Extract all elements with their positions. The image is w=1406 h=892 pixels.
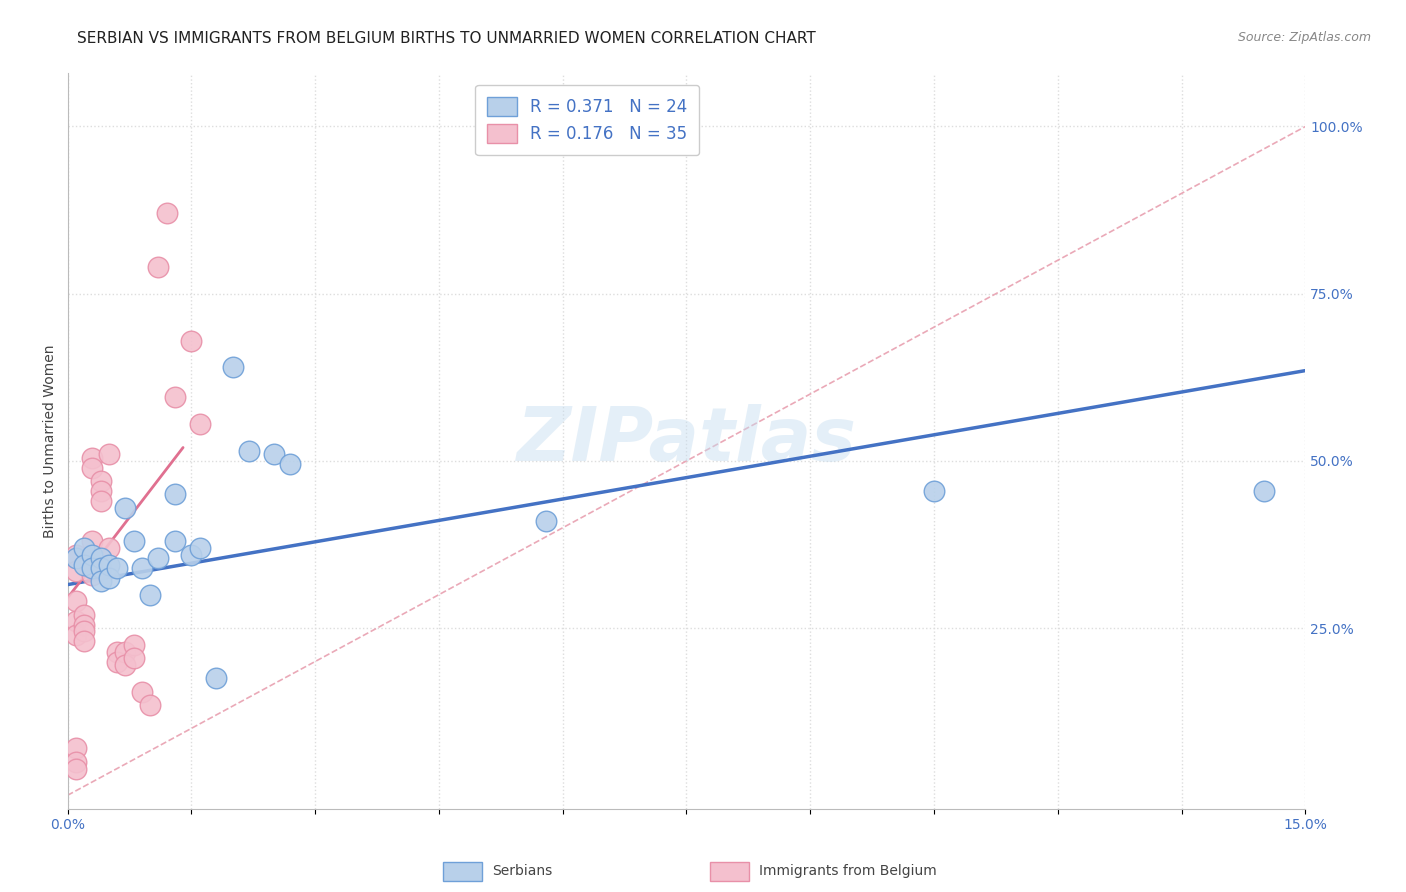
Point [148, 260, 170, 274]
Point [73, 558, 96, 572]
Point [90, 561, 112, 575]
Point [65, 564, 87, 578]
Point [188, 417, 211, 431]
Point [114, 657, 136, 672]
Point [82, 534, 104, 549]
Point [82, 450, 104, 465]
Point [97, 541, 120, 555]
Point [139, 698, 162, 712]
Point [90, 550, 112, 565]
Point [73, 617, 96, 632]
Point [1253, 483, 1275, 498]
Point [205, 671, 228, 685]
Point [163, 487, 186, 501]
Point [65, 548, 87, 562]
Point [65, 615, 87, 629]
Point [148, 550, 170, 565]
Point [73, 624, 96, 639]
Point [105, 561, 128, 575]
Point [82, 554, 104, 568]
Point [155, 206, 177, 220]
Point [180, 334, 202, 348]
Point [105, 644, 128, 658]
Point [82, 561, 104, 575]
Point [131, 561, 153, 575]
Point [188, 541, 211, 555]
Legend: R = 0.371   N = 24, R = 0.176   N = 35: R = 0.371 N = 24, R = 0.176 N = 35 [475, 85, 699, 155]
Y-axis label: Births to Unmarried Women: Births to Unmarried Women [44, 344, 58, 538]
Point [90, 483, 112, 498]
Point [90, 574, 112, 589]
Point [65, 755, 87, 769]
Text: ZIPatlas: ZIPatlas [516, 404, 856, 477]
Point [180, 548, 202, 562]
Point [221, 360, 243, 375]
Text: SERBIAN VS IMMIGRANTS FROM BELGIUM BIRTHS TO UNMARRIED WOMEN CORRELATION CHART: SERBIAN VS IMMIGRANTS FROM BELGIUM BIRTH… [77, 31, 815, 46]
Point [922, 483, 945, 498]
Text: Serbians: Serbians [492, 864, 553, 879]
Point [65, 628, 87, 642]
Point [97, 447, 120, 461]
Point [65, 550, 87, 565]
Point [122, 638, 145, 652]
Point [97, 558, 120, 572]
Point [73, 541, 96, 555]
Point [114, 500, 136, 515]
Point [122, 651, 145, 665]
Point [82, 567, 104, 582]
Point [73, 607, 96, 622]
Point [90, 494, 112, 508]
Point [139, 588, 162, 602]
Point [280, 457, 302, 471]
Point [73, 634, 96, 648]
Point [163, 390, 186, 404]
Point [534, 514, 557, 528]
Point [65, 594, 87, 608]
Point [82, 548, 104, 562]
Text: Immigrants from Belgium: Immigrants from Belgium [759, 864, 936, 879]
Point [238, 443, 260, 458]
Point [82, 460, 104, 475]
Text: Source: ZipAtlas.com: Source: ZipAtlas.com [1237, 31, 1371, 45]
Point [114, 644, 136, 658]
Point [97, 571, 120, 585]
Point [263, 447, 285, 461]
Point [105, 655, 128, 669]
Point [90, 474, 112, 488]
Point [65, 762, 87, 776]
Point [163, 534, 186, 549]
Point [65, 741, 87, 756]
Point [122, 534, 145, 549]
Point [131, 684, 153, 698]
